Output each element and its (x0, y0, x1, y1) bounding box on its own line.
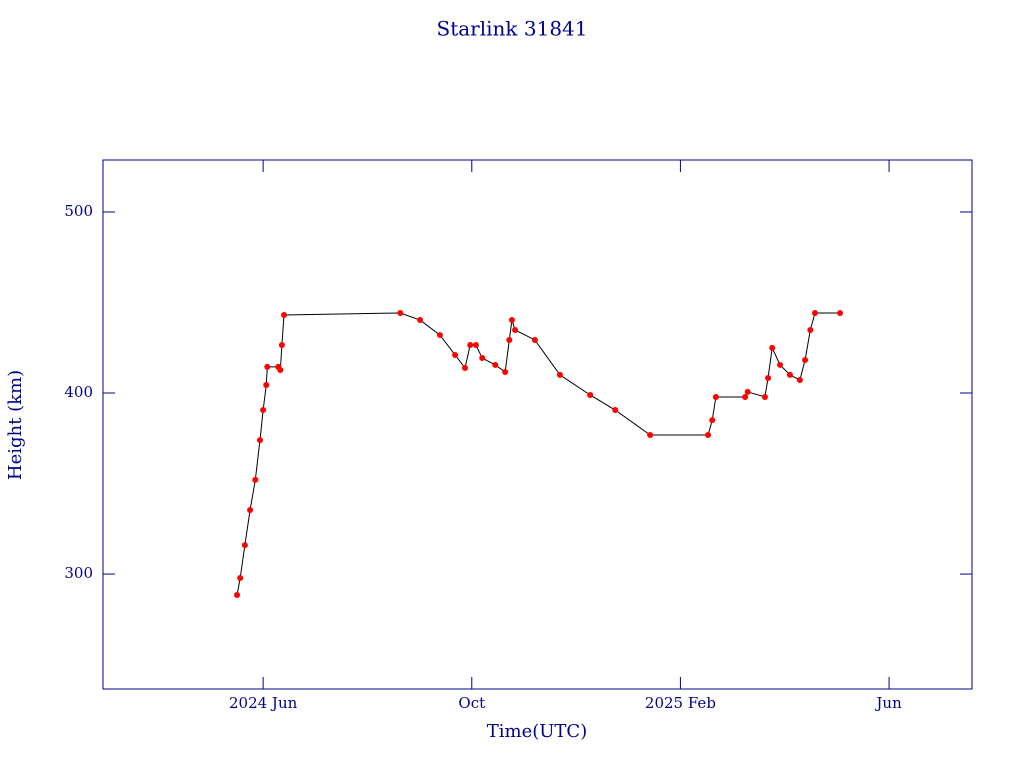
data-point (234, 592, 241, 599)
data-point (502, 368, 509, 375)
data-point (417, 317, 424, 324)
data-point (742, 393, 749, 400)
data-point (786, 371, 793, 378)
data-point (777, 361, 784, 368)
data-point (802, 357, 809, 364)
data-point (436, 332, 443, 339)
data-point (506, 336, 513, 343)
data-line (236, 312, 841, 596)
x-tick-label: 2025 Feb (645, 694, 716, 712)
data-point (508, 317, 515, 324)
x-tick-label: 2024 Jun (229, 694, 298, 712)
data-point (280, 311, 287, 318)
data-point (257, 437, 264, 444)
data-point (587, 391, 594, 398)
data-point (241, 542, 248, 549)
data-point (472, 342, 479, 349)
data-point (647, 432, 654, 439)
x-tick-label: Oct (458, 694, 485, 712)
data-point (461, 365, 468, 372)
data-point (765, 374, 772, 381)
data-point (263, 382, 270, 389)
y-tick-label: 500 (64, 202, 93, 220)
data-point (237, 575, 244, 582)
data-point (837, 309, 844, 316)
data-point (712, 393, 719, 400)
data-point (467, 342, 474, 349)
y-tick-label: 300 (64, 564, 93, 582)
chart-title: Starlink 31841 (437, 17, 588, 41)
data-point (612, 407, 619, 414)
data-point (807, 326, 814, 333)
data-point (252, 476, 259, 483)
y-tick-label: 400 (64, 383, 93, 401)
data-point (531, 336, 538, 343)
data-point (709, 417, 716, 424)
plot-frame (102, 159, 973, 690)
data-point (811, 309, 818, 316)
x-tick-label: Jun (874, 694, 902, 712)
data-point (397, 309, 404, 316)
x-axis-title: Time(UTC) (487, 721, 587, 742)
data-point (796, 376, 803, 383)
data-point (744, 388, 751, 395)
data-point (277, 367, 284, 374)
data-point (705, 432, 712, 439)
data-point (761, 393, 768, 400)
y-axis-title: Height (km) (5, 370, 26, 480)
data-point (452, 351, 459, 358)
data-point (492, 361, 499, 368)
data-point (247, 506, 254, 513)
data-point (512, 326, 519, 333)
data-point (260, 407, 267, 414)
data-point (556, 371, 563, 378)
data-point (769, 344, 776, 351)
data-point (264, 363, 271, 370)
data-point (479, 355, 486, 362)
data-point (278, 342, 285, 349)
